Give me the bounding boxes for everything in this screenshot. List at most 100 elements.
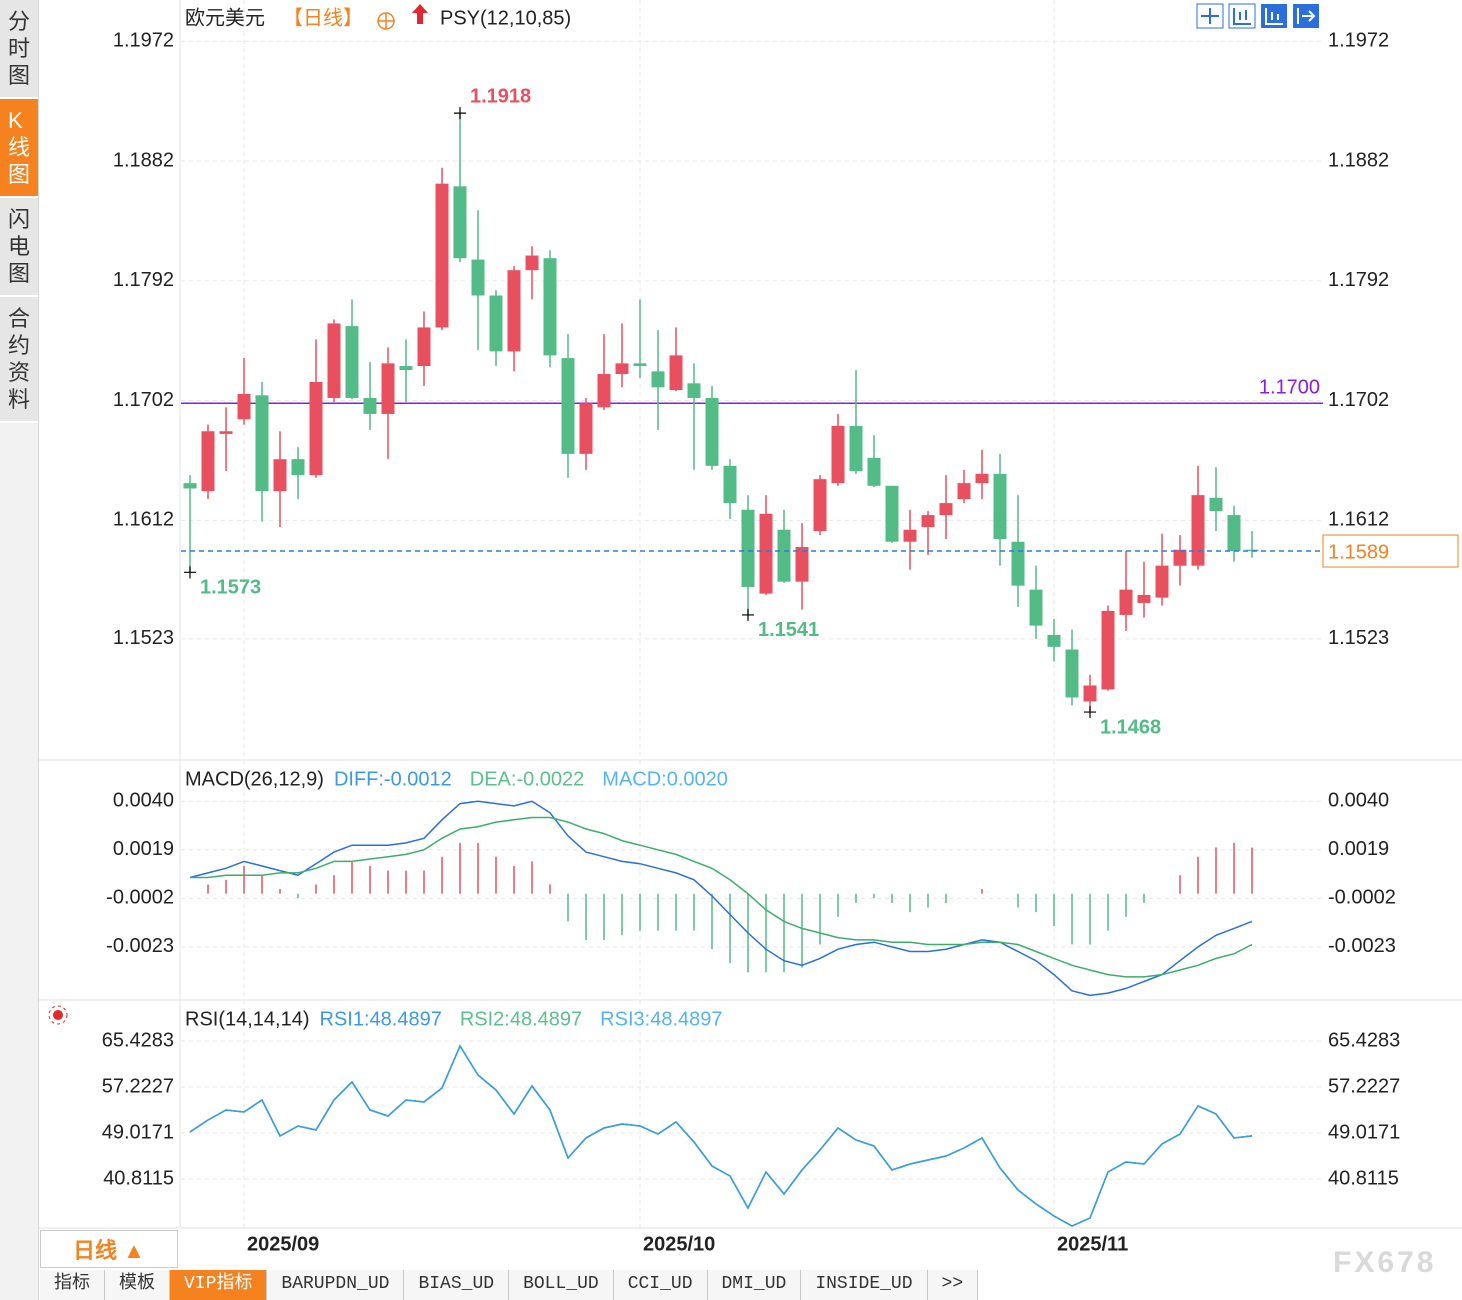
y2-tick-label: 57.2227 bbox=[1328, 1075, 1400, 1097]
y-tick-label: 1.1702 bbox=[113, 389, 174, 411]
candle-body bbox=[561, 358, 575, 454]
candle-body bbox=[867, 457, 881, 486]
legend-entry: DIFF:-0.0012 bbox=[334, 768, 452, 790]
indicator-tabs: 指标 模板 VIP指标 BARUPDN_UD BIAS_UD BOLL_UD C… bbox=[40, 1270, 979, 1300]
y-tick-label: -0.0002 bbox=[106, 887, 174, 909]
candle-body bbox=[813, 479, 827, 532]
candle-body bbox=[1191, 495, 1205, 566]
extreme-label: 1.1573 bbox=[200, 577, 261, 599]
candle-body bbox=[723, 465, 737, 504]
candle-body bbox=[543, 258, 557, 356]
y-tick-label: 1.1882 bbox=[113, 149, 174, 171]
y2-tick-label: 1.1702 bbox=[1328, 389, 1389, 411]
sidebar-tab[interactable]: 分时图 bbox=[0, 0, 38, 99]
toolbar-glyph bbox=[1233, 8, 1251, 25]
indicator-label: PSY(12,10,85) bbox=[440, 7, 571, 29]
watermark: FX678 bbox=[1333, 1246, 1437, 1279]
tab[interactable]: CCI_UD bbox=[613, 1270, 708, 1300]
candle-body bbox=[219, 431, 233, 434]
candle-body bbox=[903, 529, 917, 542]
legend-entry: MACD:0.0020 bbox=[602, 768, 728, 790]
candle-body bbox=[309, 381, 323, 476]
candle-body bbox=[705, 397, 719, 466]
extreme-marker bbox=[184, 566, 196, 579]
y2-tick-label: 65.4283 bbox=[1328, 1029, 1400, 1051]
tab[interactable]: 指标 bbox=[40, 1270, 105, 1300]
candle-body bbox=[183, 483, 197, 489]
tab[interactable]: BARUPDN_UD bbox=[267, 1270, 405, 1300]
sidebar-tab[interactable]: 合约资料 bbox=[0, 297, 38, 423]
candle-body bbox=[363, 397, 377, 414]
candle-body bbox=[795, 547, 809, 582]
candle-body bbox=[633, 363, 647, 367]
y-tick-label: 40.8115 bbox=[103, 1167, 174, 1189]
candle-body bbox=[597, 374, 611, 408]
x-tick-label: 2025/09 bbox=[247, 1233, 319, 1255]
candle-body bbox=[669, 355, 683, 390]
candle-body bbox=[1155, 565, 1169, 598]
tab[interactable]: 模板 bbox=[105, 1270, 170, 1300]
toolbar-glyph bbox=[1297, 8, 1316, 24]
tab-active[interactable]: VIP指标 bbox=[170, 1270, 268, 1300]
candle-body bbox=[741, 509, 755, 587]
candle-body bbox=[1083, 685, 1097, 702]
candle-body bbox=[1137, 594, 1151, 603]
tab[interactable]: INSIDE_UD bbox=[801, 1270, 928, 1300]
indicator-arrow-icon[interactable] bbox=[412, 4, 428, 24]
period-button[interactable]: 日线 ▲ bbox=[40, 1230, 178, 1268]
candle-body bbox=[417, 327, 431, 367]
chart-title: 欧元美元 bbox=[185, 6, 265, 29]
candle-body bbox=[615, 363, 629, 375]
y-tick-label: 57.2227 bbox=[102, 1075, 174, 1097]
tab[interactable]: >> bbox=[927, 1270, 979, 1300]
y2-tick-label: 0.0019 bbox=[1328, 838, 1389, 860]
tab[interactable]: BOLL_UD bbox=[509, 1270, 614, 1300]
sidebar-tab[interactable]: 闪电图 bbox=[0, 198, 38, 297]
y-tick-label: 1.1612 bbox=[113, 509, 174, 531]
candle-body bbox=[453, 186, 467, 259]
candle-body bbox=[507, 270, 521, 352]
legend-entry: RSI1:48.4897 bbox=[320, 1008, 442, 1030]
candle-body bbox=[1173, 549, 1187, 566]
pane-title: RSI(14,14,14) bbox=[185, 1008, 310, 1030]
candle-body bbox=[1011, 541, 1025, 586]
candle-body bbox=[1227, 515, 1241, 552]
candle-body bbox=[1209, 497, 1223, 512]
macd-line bbox=[189, 800, 1253, 997]
tab[interactable]: BIAS_UD bbox=[404, 1270, 510, 1300]
candle-body bbox=[777, 529, 791, 582]
rsi-settings-icon[interactable] bbox=[48, 1005, 68, 1025]
y-tick-label: 1.1792 bbox=[113, 269, 174, 291]
x-tick-label: 2025/11 bbox=[1057, 1233, 1128, 1255]
extreme-marker bbox=[454, 107, 466, 120]
y2-tick-label: 40.8115 bbox=[1328, 1167, 1399, 1189]
candle-body bbox=[237, 393, 251, 420]
y-tick-label: 1.1523 bbox=[113, 627, 174, 649]
extreme-label: 1.1468 bbox=[1100, 716, 1161, 738]
candle-body bbox=[1047, 634, 1061, 647]
add-icon[interactable] bbox=[377, 12, 395, 30]
rsi-line bbox=[189, 1044, 1253, 1227]
candle-body bbox=[849, 425, 863, 472]
background bbox=[39, 0, 1462, 1270]
sidebar: 分时图 K线图 闪电图 合约资料 bbox=[0, 0, 39, 1300]
y2-tick-label: 1.1972 bbox=[1328, 30, 1389, 52]
extreme-label: 1.1918 bbox=[470, 85, 531, 107]
y2-tick-label: 1.1612 bbox=[1328, 509, 1389, 531]
extreme-marker bbox=[742, 608, 754, 621]
candle-body bbox=[579, 403, 593, 454]
candle-body bbox=[1029, 589, 1043, 626]
pane-title: MACD(26,12,9) bbox=[185, 768, 324, 790]
candle-body bbox=[399, 366, 413, 371]
tab[interactable]: DMI_UD bbox=[707, 1270, 802, 1300]
sidebar-tab-active[interactable]: K线图 bbox=[0, 99, 38, 198]
candle-body bbox=[255, 395, 269, 492]
y2-tick-label: 0.0040 bbox=[1328, 790, 1389, 812]
y-tick-label: 0.0019 bbox=[113, 838, 174, 860]
x-tick-label: 2025/10 bbox=[643, 1233, 715, 1255]
candle-body bbox=[939, 503, 953, 516]
extreme-marker bbox=[1084, 706, 1096, 719]
y-tick-label: 65.4283 bbox=[102, 1029, 174, 1051]
